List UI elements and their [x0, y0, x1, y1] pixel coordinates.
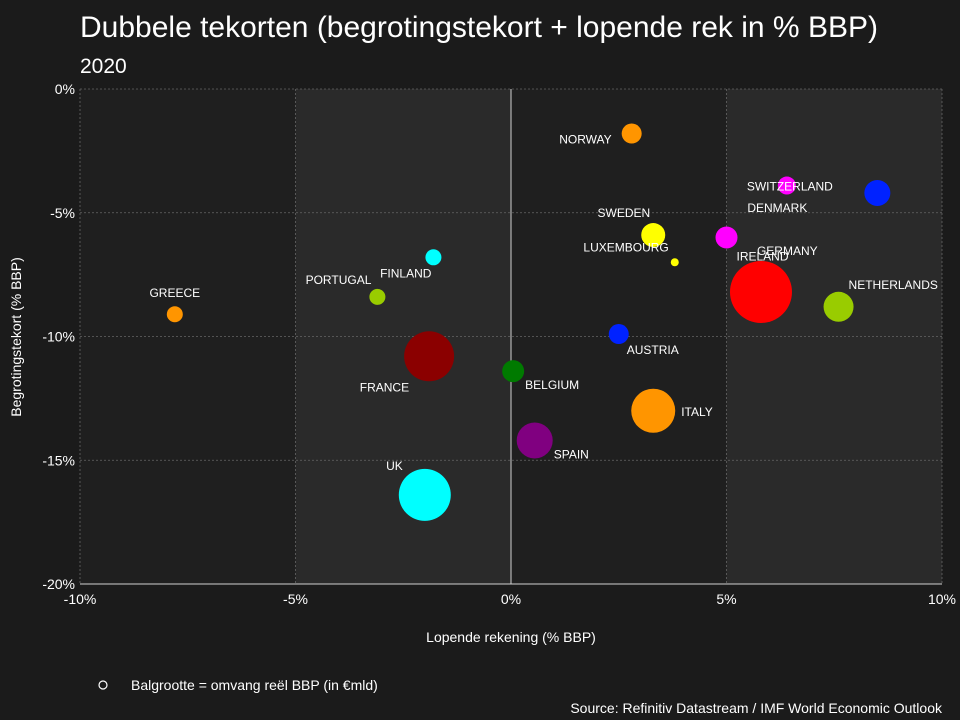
size-legend-marker — [98, 680, 108, 690]
label-sweden: SWEDEN — [598, 206, 651, 220]
x-tick-label: -5% — [283, 591, 308, 607]
bubble-portugal — [369, 288, 386, 305]
y-tick-label: -20% — [42, 576, 75, 592]
label-luxembourg: LUXEMBOURG — [583, 240, 668, 254]
bubble-belgium — [502, 360, 525, 383]
bubble-luxembourg — [670, 258, 679, 267]
chart-title: Dubbele tekorten (begrotingstekort + lop… — [80, 11, 878, 44]
chart-subtitle: 2020 — [80, 55, 127, 78]
y-axis-title: Begrotingstekort (% BBP) — [8, 257, 24, 417]
axes: -10% -5% 0% 5% 10% 0% -5% -10% -15% -20% — [42, 81, 956, 607]
bubble-uk — [398, 468, 451, 521]
data-points — [166, 123, 891, 521]
bubble-norway — [621, 123, 642, 144]
label-austria: AUSTRIA — [627, 343, 679, 357]
x-tick-label: 5% — [716, 591, 736, 607]
plot-background — [80, 89, 942, 584]
source-note: Source: Refinitiv Datastream / IMF World… — [570, 700, 943, 716]
x-tick-label: 10% — [928, 591, 956, 607]
label-switzerland: SWITZERLAND — [747, 180, 833, 194]
point-labels: NORWAY SWITZERLAND DENMARK SWEDEN LUXEMBOURG… — [149, 133, 937, 473]
y-tick-label: -10% — [42, 329, 75, 345]
x-tick-label: -10% — [64, 591, 97, 607]
bubble-spain — [516, 422, 553, 459]
bubble-netherlands — [823, 291, 854, 322]
bubble-germany — [729, 260, 792, 323]
y-tick-label: -5% — [50, 205, 75, 221]
label-ireland: IRELAND — [737, 250, 789, 264]
y-tick-label: 0% — [55, 81, 75, 97]
x-tick-label: 0% — [501, 591, 521, 607]
plot-band — [295, 89, 511, 584]
label-greece: GREECE — [149, 286, 200, 300]
label-denmark: DENMARK — [747, 201, 807, 215]
label-uk: UK — [386, 459, 403, 473]
x-axis-title: Lopende rekening (% BBP) — [426, 629, 596, 645]
label-germany: GERMANY — [757, 244, 818, 258]
bubble-austria — [608, 324, 629, 345]
bubble-denmark — [864, 179, 891, 206]
label-finland: FINLAND — [380, 266, 432, 280]
bubble-finland — [425, 249, 442, 266]
size-legend-text: Balgrootte = omvang reël BBP (in €mld) — [131, 677, 378, 693]
y-tick-label: -15% — [42, 452, 75, 468]
bubble-france — [404, 331, 455, 382]
label-italy: ITALY — [681, 405, 713, 419]
label-netherlands: NETHERLANDS — [849, 278, 938, 292]
label-portugal: PORTUGAL — [306, 273, 372, 287]
label-belgium: BELGIUM — [525, 378, 579, 392]
plot-band — [80, 89, 296, 584]
label-norway: NORWAY — [559, 133, 611, 147]
bubble-switzerland — [777, 176, 796, 195]
label-france: FRANCE — [360, 380, 409, 394]
bubble-ireland — [715, 226, 738, 249]
grid — [79, 88, 943, 585]
plot-band — [726, 89, 942, 584]
bubble-sweden — [641, 223, 666, 248]
bubble-italy — [631, 388, 676, 433]
bubble-greece — [166, 306, 183, 323]
label-spain: SPAIN — [554, 447, 589, 461]
